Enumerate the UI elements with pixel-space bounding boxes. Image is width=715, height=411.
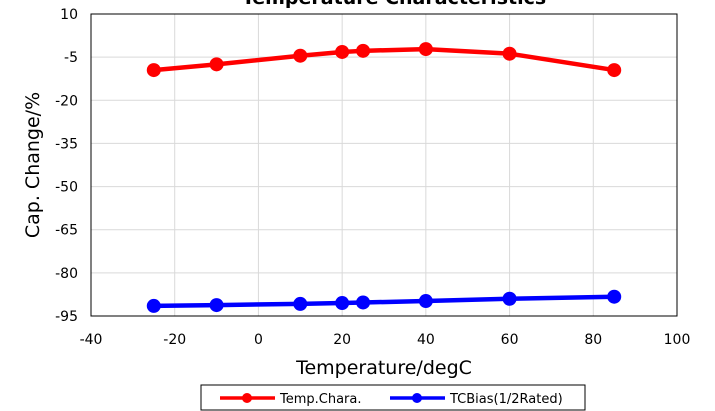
series-1-point	[146, 63, 161, 78]
x-tick-label: 60	[501, 332, 519, 348]
y-tick-label: -65	[55, 223, 78, 239]
series-2-point	[293, 296, 308, 311]
y-tick-label: -35	[55, 136, 78, 152]
series-1-point	[335, 44, 350, 59]
x-tick-label: -20	[163, 332, 186, 348]
series-2-point	[209, 298, 224, 313]
x-tick-label: 40	[417, 332, 435, 348]
x-tick-label: 80	[584, 332, 602, 348]
series-1-point	[356, 43, 371, 58]
series-2-point	[335, 296, 350, 311]
series-1-point	[209, 57, 224, 72]
x-tick-label: -40	[80, 332, 103, 348]
y-tick-labels: 10 -5 -20 -35 -50 -65 -80 -95	[55, 7, 78, 325]
series-2-point	[607, 289, 622, 304]
series-2-point	[356, 295, 371, 310]
series-2-line	[153, 294, 615, 309]
x-tick-labels: -40 -20 0 20 40 60 80 100	[80, 332, 691, 348]
x-tick-label: 0	[254, 332, 263, 348]
y-tick-label: -95	[55, 309, 78, 325]
legend-entry-2: TCBias(1/2Rated)	[390, 392, 563, 407]
y-tick-label: -5	[64, 50, 78, 66]
legend-label: TCBias(1/2Rated)	[449, 392, 563, 407]
y-axis-title: Cap. Change/%	[22, 92, 44, 238]
series-1-point	[607, 63, 622, 78]
y-tick-label: -50	[55, 180, 78, 196]
legend-label: Temp.Chara.	[279, 392, 362, 407]
grid-lines	[90, 13, 678, 317]
y-tick-label: -20	[55, 93, 78, 109]
series-1-line	[153, 46, 615, 73]
x-axis-title: Temperature/degC	[295, 357, 472, 379]
series-2-point	[146, 298, 161, 313]
series-2-point	[502, 291, 517, 306]
series-1-point	[418, 42, 433, 57]
series-2	[146, 289, 622, 313]
legend-marker	[412, 393, 422, 403]
legend-entry-1: Temp.Chara.	[220, 392, 362, 407]
series-1-point	[293, 48, 308, 63]
legend: Temp.Chara. TCBias(1/2Rated)	[200, 384, 586, 411]
series-layer	[146, 42, 622, 313]
plot-frame	[90, 13, 678, 317]
x-tick-label: 20	[333, 332, 351, 348]
legend-marker	[242, 393, 252, 403]
chart-title: Temperature Characteristics	[242, 0, 546, 9]
x-tick-label: 100	[664, 332, 691, 348]
series-1-point	[502, 46, 517, 61]
y-tick-label: -80	[55, 266, 78, 282]
series-1	[146, 42, 622, 78]
y-tick-label: 10	[60, 7, 78, 23]
series-2-point	[418, 294, 433, 309]
